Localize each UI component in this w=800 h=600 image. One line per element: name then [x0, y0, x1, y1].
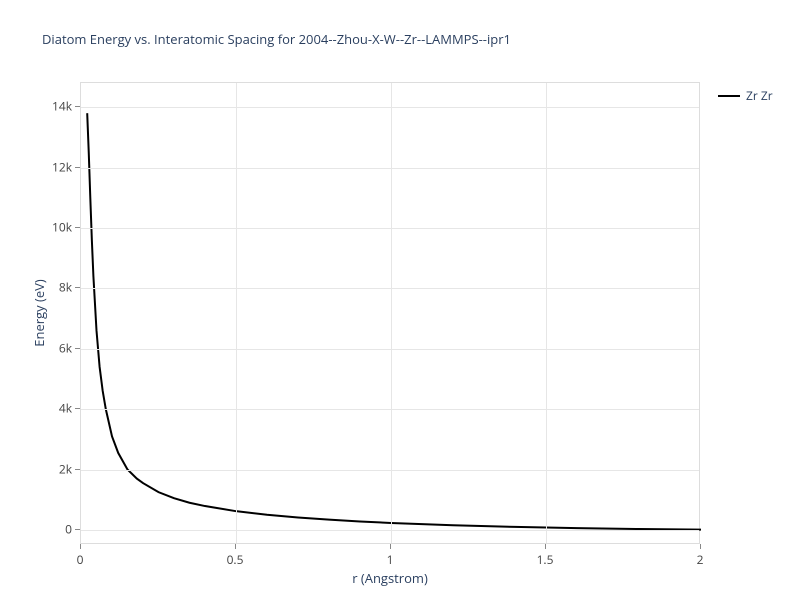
gridline-v: [391, 83, 392, 543]
gridline-v: [546, 83, 547, 543]
gridline-h: [81, 228, 699, 229]
legend-swatch: [718, 95, 740, 97]
y-tick: [75, 408, 80, 409]
x-tick-label: 0: [77, 551, 84, 568]
x-tick: [700, 544, 701, 549]
plot-area: [80, 82, 700, 544]
legend: Zr Zr: [718, 87, 773, 104]
y-tick: [75, 167, 80, 168]
x-tick-label: 1.5: [537, 551, 554, 568]
x-axis-label: r (Angstrom): [352, 569, 428, 587]
gridline-h: [81, 288, 699, 289]
gridline-h: [81, 349, 699, 350]
y-tick-label: 10k: [42, 218, 72, 235]
y-tick: [75, 287, 80, 288]
y-tick: [75, 106, 80, 107]
y-tick: [75, 227, 80, 228]
y-tick-label: 14k: [42, 98, 72, 115]
y-tick: [75, 469, 80, 470]
y-tick: [75, 529, 80, 530]
x-tick: [390, 544, 391, 549]
y-tick-label: 12k: [42, 158, 72, 175]
gridline-h: [81, 107, 699, 108]
gridline-v: [236, 83, 237, 543]
x-tick-label: 2: [697, 551, 704, 568]
y-tick-label: 4k: [42, 400, 72, 417]
x-tick-label: 0.5: [227, 551, 244, 568]
x-tick-label: 1: [387, 551, 394, 568]
gridline-h: [81, 470, 699, 471]
chart-title: Diatom Energy vs. Interatomic Spacing fo…: [42, 30, 511, 48]
y-tick-label: 0: [42, 520, 72, 537]
x-tick: [545, 544, 546, 549]
x-tick: [235, 544, 236, 549]
legend-label: Zr Zr: [746, 87, 773, 104]
y-tick: [75, 348, 80, 349]
gridline-h: [81, 409, 699, 410]
y-tick-label: 8k: [42, 279, 72, 296]
x-tick: [80, 544, 81, 549]
chart-curve: [81, 83, 699, 543]
gridline-h: [81, 168, 699, 169]
gridline-h: [81, 530, 699, 531]
y-tick-label: 2k: [42, 460, 72, 477]
y-tick-label: 6k: [42, 339, 72, 356]
